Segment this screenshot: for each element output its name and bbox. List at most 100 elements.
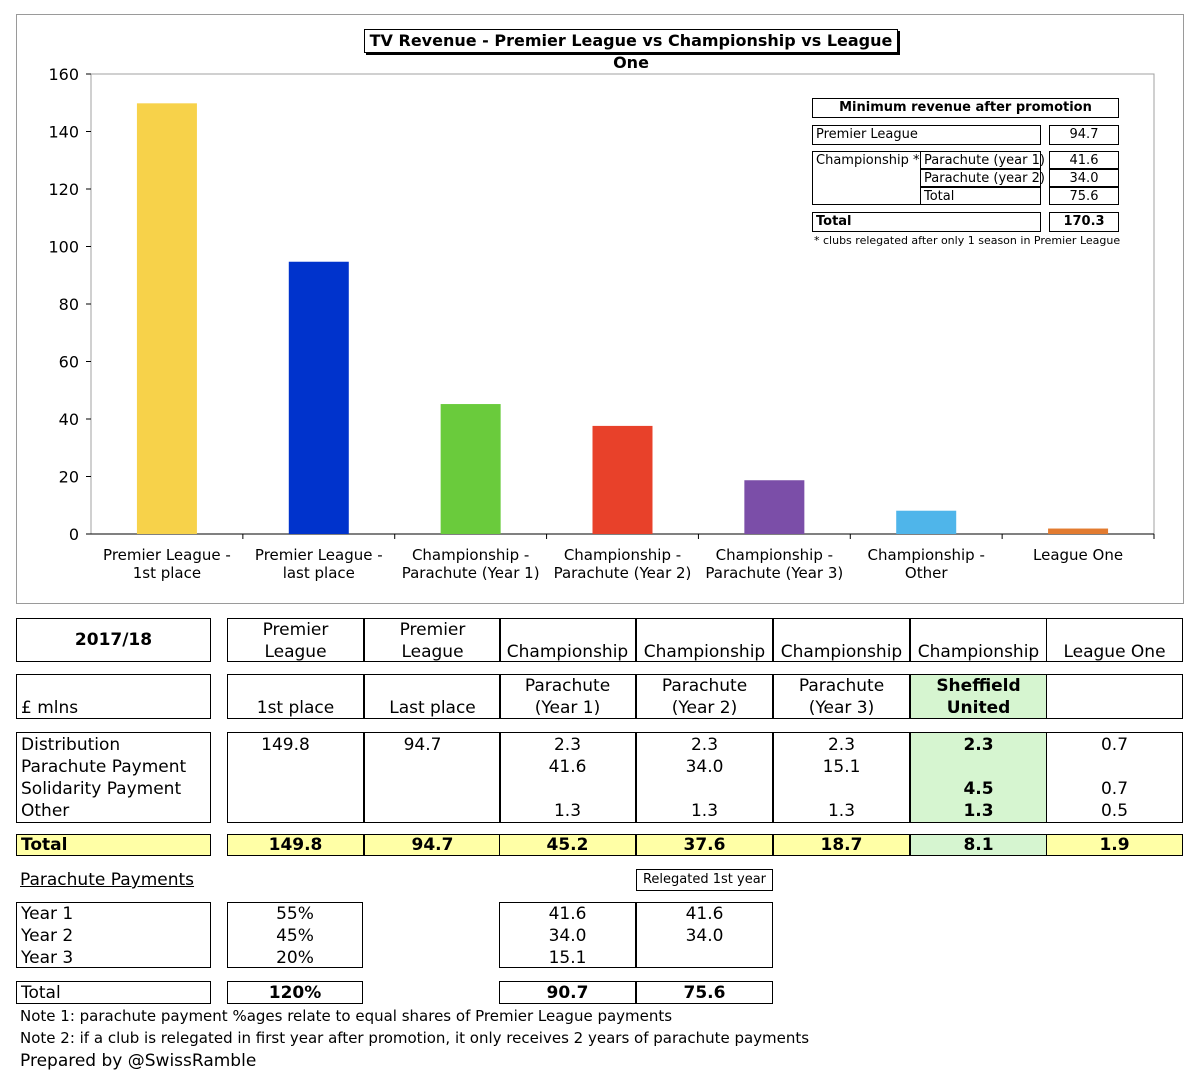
total-cell: 1.9 — [1046, 834, 1183, 856]
header-cell: Championship — [910, 618, 1047, 662]
data-cell: 2.3 41.6 1.3 — [499, 732, 636, 823]
cell-value: 149.8 — [261, 735, 310, 755]
cell-value: 0.7 — [1100, 735, 1129, 755]
season-cell: 2017/18 — [16, 618, 211, 662]
total-value: 94.7 — [411, 835, 454, 855]
inset-footnote: * clubs relegated after only 1 season in… — [814, 234, 1121, 247]
cell-value: 4.5 — [963, 779, 994, 799]
row-label: Other — [21, 801, 70, 821]
inset-total-label: Total — [812, 212, 1041, 232]
subheader-cell: Last place — [364, 674, 501, 719]
unit-cell: £ mlns — [16, 674, 211, 719]
header-cell: Championship — [499, 618, 636, 662]
total-value: 1.9 — [1099, 835, 1130, 855]
parachute-heading: Parachute Payments — [20, 870, 195, 890]
standard-value: 41.6 — [548, 904, 587, 924]
cell-value: 2.3 — [690, 735, 719, 755]
standard-cell: 41.6 34.0 15.1 — [499, 902, 636, 968]
bar — [592, 425, 653, 534]
subheader-cell: 1st place — [227, 674, 364, 719]
cell-value: 0.5 — [1100, 801, 1129, 821]
unit-label: £ mlns — [21, 698, 79, 718]
column-subheader: United — [946, 698, 1011, 718]
column-subheader: Sheffield — [936, 676, 1021, 696]
data-cell: 94.7 — [364, 732, 501, 823]
bar — [440, 404, 501, 534]
data-cell: 2.3 15.1 1.3 — [773, 732, 910, 823]
column-subheader: Parachute — [661, 676, 748, 696]
pct-value: 20% — [276, 948, 314, 968]
inset-row-label: Parachute (year 2) — [920, 169, 1045, 187]
column-header: Championship — [917, 642, 1040, 662]
bar — [288, 261, 349, 534]
row-label: Parachute Payment — [21, 757, 187, 777]
data-cell: 2.3 4.5 1.3 — [910, 732, 1047, 823]
total-cell: 149.8 — [227, 834, 364, 856]
data-cell: 2.3 34.0 1.3 — [636, 732, 773, 823]
y-tick-label: 20 — [59, 468, 79, 487]
total-pct: 120% — [268, 983, 322, 1003]
cell-value: 0.7 — [1100, 779, 1129, 799]
relegated-value: 41.6 — [685, 904, 724, 924]
parachute-total-label-cell: Total — [16, 981, 211, 1004]
pct-cell: 55% 45% 20% — [227, 902, 363, 968]
bar — [1048, 528, 1109, 534]
inset-row-value: 34.0 — [1049, 169, 1119, 187]
column-header: League — [401, 642, 464, 662]
total-value: 8.1 — [963, 835, 994, 855]
cell-value: 15.1 — [822, 757, 861, 777]
x-tick-label: Championship - — [564, 546, 681, 564]
year-label: Year 1 — [21, 904, 74, 924]
inset-premier-value: 94.7 — [1049, 125, 1119, 145]
header-cell: Premier League — [227, 618, 364, 662]
cell-value: 2.3 — [553, 735, 582, 755]
inset-premier-label: Premier League — [812, 125, 1041, 145]
header-cell: Championship — [773, 618, 910, 662]
credit: Prepared by @SwissRamble — [20, 1051, 257, 1071]
x-tick-label: last place — [283, 564, 355, 582]
year-label: Year 3 — [21, 948, 74, 968]
note-1: Note 1: parachute payment %ages relate t… — [20, 1007, 673, 1025]
subheader-cell: Parachute (Year 2) — [636, 674, 773, 719]
column-header: Premier — [399, 620, 466, 640]
total-label-cell: Total — [16, 834, 211, 856]
season-label: 2017/18 — [74, 630, 153, 650]
total-value: 149.8 — [268, 835, 323, 855]
cell-value: 2.3 — [963, 735, 994, 755]
total-cell: 94.7 — [364, 834, 501, 856]
subheader-cell: Sheffield United — [910, 674, 1047, 719]
y-tick-label: 80 — [59, 295, 79, 314]
total-cell: 37.6 — [636, 834, 773, 856]
header-cell: Championship — [636, 618, 773, 662]
column-subheader: Parachute — [524, 676, 611, 696]
y-tick-label: 60 — [59, 353, 79, 372]
cell-value: 1.3 — [553, 801, 582, 821]
pct-value: 55% — [276, 904, 314, 924]
inset-row-label: Total — [920, 187, 1041, 205]
y-tick-label: 120 — [48, 180, 79, 199]
column-header: Championship — [643, 642, 766, 662]
bar — [136, 103, 197, 534]
year-labels-cell: Year 1 Year 2 Year 3 — [16, 902, 211, 968]
row-label: Distribution — [21, 735, 121, 755]
inset-championship-label: Championship * — [816, 153, 920, 168]
total-standard: 90.7 — [546, 983, 589, 1003]
relegated-cell: 41.6 34.0 — [636, 902, 773, 968]
column-header: Championship — [780, 642, 903, 662]
total-pct-cell: 120% — [227, 981, 363, 1004]
total-relegated: 75.6 — [683, 983, 726, 1003]
x-tick-label: Premier League - — [255, 546, 383, 564]
x-tick-label: Premier League - — [103, 546, 231, 564]
total-value: 37.6 — [683, 835, 726, 855]
bar — [896, 510, 957, 534]
parachute-total-label: Total — [21, 983, 61, 1003]
inset-row-value: 41.6 — [1049, 151, 1119, 169]
header-cell: League One — [1046, 618, 1183, 662]
subheader-cell: Parachute (Year 3) — [773, 674, 910, 719]
subheader-cell: Parachute (Year 1) — [499, 674, 636, 719]
y-tick-label: 0 — [69, 525, 79, 544]
total-cell: 45.2 — [499, 834, 636, 856]
x-tick-label: Other — [905, 564, 948, 582]
row-labels-cell: Distribution Parachute Payment Solidarit… — [16, 732, 211, 823]
